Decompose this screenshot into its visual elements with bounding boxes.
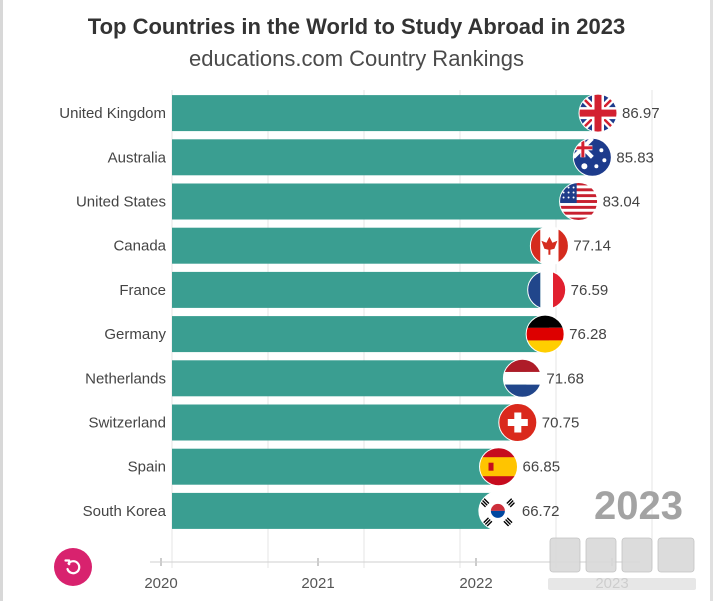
frame-right-border: [710, 0, 713, 601]
category-label: Switzerland: [88, 415, 166, 432]
replay-button[interactable]: [54, 548, 92, 586]
chart-subtitle: educations.com Country Rankings: [188, 46, 525, 71]
x-tick-label: 2021: [301, 575, 334, 592]
flag-netherlands-icon-group: [502, 358, 542, 398]
value-label: 71.68: [546, 370, 584, 387]
category-label: Australia: [108, 149, 167, 166]
category-label: France: [119, 282, 166, 299]
flag-spain-icon-group: [479, 447, 519, 487]
bar: [172, 183, 583, 220]
flag-netherlands-icon: [503, 359, 542, 398]
flag-australia-icon-group: [572, 137, 612, 177]
flag-germany-icon: [526, 315, 565, 354]
x-tick-label: 2020: [144, 575, 177, 592]
value-label: 70.75: [542, 415, 580, 432]
value-label: 77.14: [573, 238, 611, 255]
flag-australia-icon: [573, 138, 612, 177]
category-label: Spain: [128, 459, 166, 476]
flag-united-states-icon-group: [559, 182, 599, 221]
value-label: 85.83: [616, 149, 654, 166]
current-year-label: 2023: [594, 484, 683, 528]
bar: [172, 492, 502, 529]
flag-switzerland-icon: [498, 403, 537, 442]
flag-spain-icon: [479, 447, 518, 486]
bar: [172, 271, 551, 308]
flag-switzerland-icon-group: [498, 403, 538, 442]
category-label: United States: [76, 194, 166, 211]
bar: [172, 448, 503, 485]
flag-south-korea-icon-group: [478, 491, 518, 531]
flag-canada-icon: [530, 226, 569, 265]
value-label: 66.72: [522, 503, 560, 520]
bar: [172, 139, 597, 176]
category-label: Canada: [113, 238, 166, 255]
value-label: 66.85: [523, 459, 561, 476]
category-label: Netherlands: [85, 370, 166, 387]
category-label: United Kingdom: [59, 105, 166, 122]
value-label: 76.28: [569, 326, 607, 343]
value-label: 86.97: [622, 105, 660, 122]
flag-germany-icon-group: [525, 314, 565, 354]
value-label: 83.04: [603, 194, 641, 211]
category-label: South Korea: [83, 503, 167, 520]
flag-france-icon-group: [527, 270, 567, 310]
bar: [172, 227, 554, 264]
bar: [172, 404, 522, 441]
flag-canada-icon-group: [529, 226, 569, 266]
category-label: Germany: [104, 326, 166, 343]
bar: [172, 95, 602, 132]
frame-left-border: [0, 0, 3, 601]
x-tick-label: 2022: [459, 575, 492, 592]
replay-icon: [64, 559, 81, 575]
x-tick-label: 2023: [595, 575, 628, 592]
chart-title: Top Countries in the World to Study Abro…: [87, 14, 626, 39]
flag-united-kingdom-icon: [579, 94, 617, 133]
flag-united-kingdom-icon-group: [578, 93, 618, 133]
bar: [172, 316, 550, 353]
flag-united-states-icon: [559, 182, 598, 221]
bar: [172, 360, 527, 397]
flag-france-icon: [527, 270, 566, 309]
value-label: 76.59: [571, 282, 609, 299]
flag-south-korea-icon: [478, 491, 517, 530]
